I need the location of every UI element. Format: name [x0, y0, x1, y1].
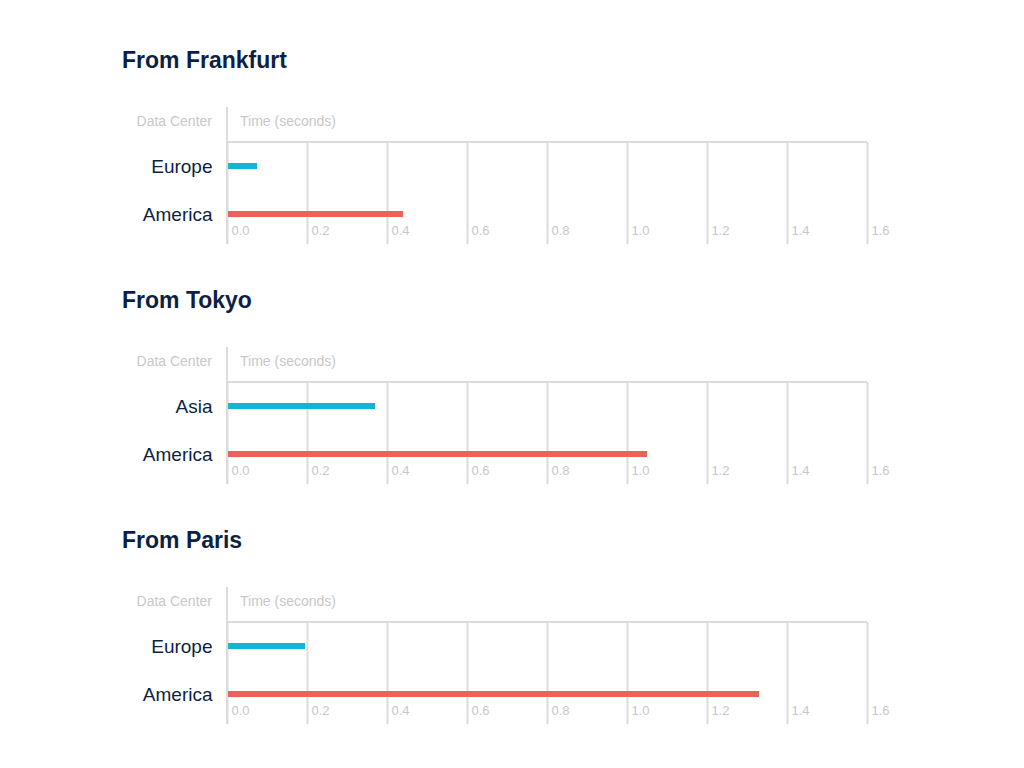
svg-text:1.6: 1.6 [872, 223, 890, 238]
svg-text:0.6: 0.6 [472, 703, 490, 718]
svg-text:0.2: 0.2 [312, 463, 330, 478]
svg-text:Europe: Europe [151, 636, 212, 657]
svg-text:1.6: 1.6 [872, 703, 890, 718]
svg-text:America: America [143, 204, 213, 225]
svg-text:Time (seconds): Time (seconds) [240, 593, 336, 609]
svg-text:1.2: 1.2 [712, 463, 730, 478]
svg-text:America: America [143, 684, 213, 705]
svg-text:Europe: Europe [151, 156, 212, 177]
svg-text:Data Center: Data Center [137, 353, 213, 369]
svg-text:1.2: 1.2 [712, 223, 730, 238]
svg-text:0.4: 0.4 [392, 703, 410, 718]
html-text:From Tokyo: From Tokyo [122, 287, 252, 313]
svg-text:Time (seconds): Time (seconds) [240, 353, 336, 369]
svg-text:Data Center: Data Center [137, 593, 213, 609]
svg-text:0.8: 0.8 [552, 463, 570, 478]
svg-text:1.4: 1.4 [792, 223, 810, 238]
svg-text:0.4: 0.4 [392, 223, 410, 238]
svg-text:1.0: 1.0 [632, 463, 650, 478]
svg-text:0.8: 0.8 [552, 703, 570, 718]
svg-text:0.0: 0.0 [232, 703, 250, 718]
svg-text:0.6: 0.6 [472, 463, 490, 478]
svg-text:0.4: 0.4 [392, 463, 410, 478]
svg-text:0.2: 0.2 [312, 703, 330, 718]
svg-text:1.6: 1.6 [872, 463, 890, 478]
svg-text:1.0: 1.0 [632, 223, 650, 238]
svg-text:Asia: Asia [176, 396, 213, 417]
svg-text:0.8: 0.8 [552, 223, 570, 238]
svg-text:America: America [143, 444, 213, 465]
svg-text:0.0: 0.0 [232, 463, 250, 478]
svg-text:0.2: 0.2 [312, 223, 330, 238]
svg-text:0.0: 0.0 [232, 223, 250, 238]
svg-text:1.2: 1.2 [712, 703, 730, 718]
html-text:From Paris: From Paris [122, 527, 243, 553]
svg-text:Time (seconds): Time (seconds) [240, 113, 336, 129]
svg-text:1.4: 1.4 [792, 463, 810, 478]
svg-text:1.4: 1.4 [792, 703, 810, 718]
svg-text:1.0: 1.0 [632, 703, 650, 718]
svg-text:Data Center: Data Center [137, 113, 213, 129]
html-text:From Frankfurt: From Frankfurt [122, 47, 287, 73]
svg-text:0.6: 0.6 [472, 223, 490, 238]
